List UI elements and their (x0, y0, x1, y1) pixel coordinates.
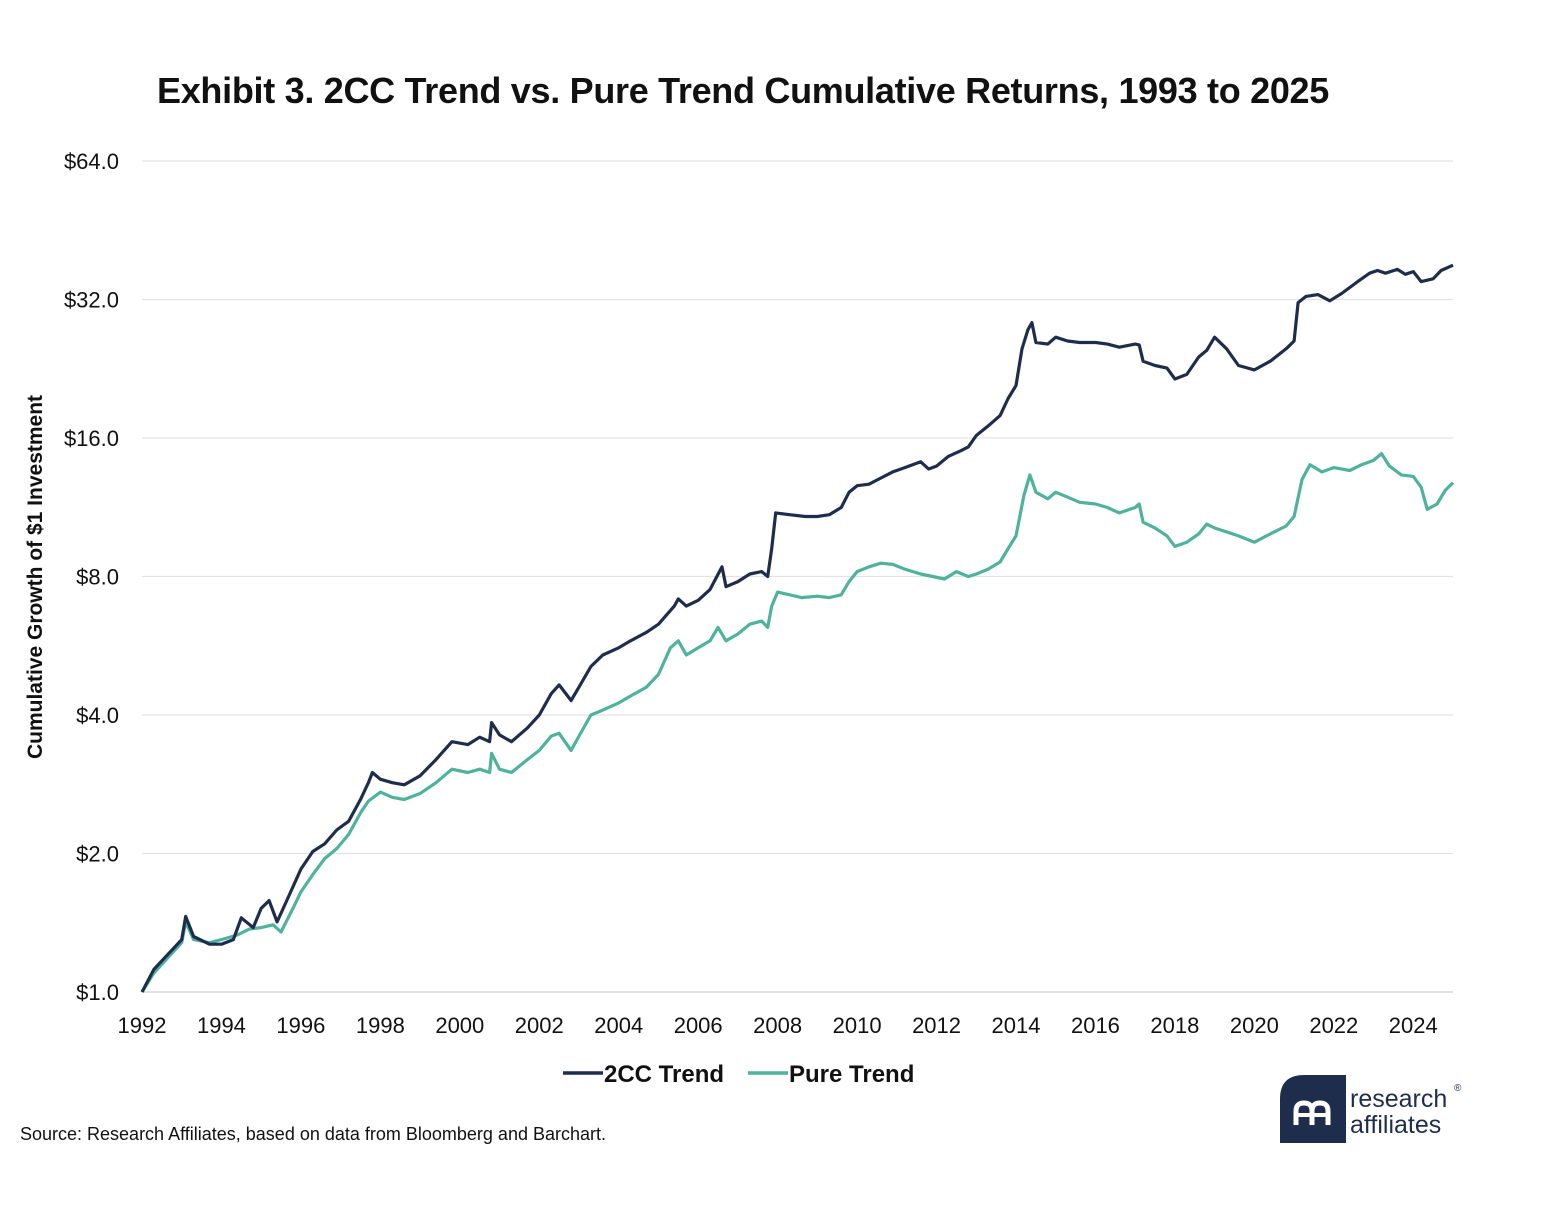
x-tick-label: 1996 (276, 1013, 325, 1038)
y-axis-ticks: $1.0 $2.0 $4.0 $8.0 $16.0 $32.0 $64.0 (64, 149, 119, 1005)
x-tick-label: 2006 (674, 1013, 723, 1038)
logo-registered-mark: ® (1454, 1083, 1462, 1094)
series-lines (140, 263, 1455, 993)
grid-lines (142, 160, 1453, 993)
research-affiliates-logo: research affiliates ® (1280, 1075, 1480, 1143)
x-tick-label: 2018 (1150, 1013, 1199, 1038)
x-tick-label: 2014 (992, 1013, 1041, 1038)
x-tick-label: 1998 (356, 1013, 405, 1038)
series-line-pure-trend (140, 452, 1455, 993)
y-tick-label: $32.0 (64, 288, 119, 313)
y-tick-label: $1.0 (76, 980, 119, 1005)
logo-word-research: research (1350, 1085, 1448, 1113)
legend-label-pure-trend: Pure Trend (789, 1061, 914, 1088)
x-tick-label: 2004 (594, 1013, 643, 1038)
y-tick-label: $2.0 (76, 842, 119, 867)
legend-label-2cc-trend: 2CC Trend (604, 1061, 724, 1088)
y-tick-label: $4.0 (76, 703, 119, 728)
x-tick-label: 2016 (1071, 1013, 1120, 1038)
y-tick-label: $64.0 (64, 149, 119, 174)
x-tick-label: 2024 (1389, 1013, 1438, 1038)
x-tick-label: 2022 (1309, 1013, 1358, 1038)
x-tick-label: 2012 (912, 1013, 961, 1038)
legend: 2CC Trend Pure Trend (563, 1061, 914, 1088)
x-tick-label: 2002 (515, 1013, 564, 1038)
y-tick-label: $8.0 (76, 565, 119, 590)
source-note: Source: Research Affiliates, based on da… (20, 1124, 606, 1144)
x-axis-ticks: 1992 1994 1996 1998 2000 2002 2004 2006 2008 2010… (118, 1013, 1438, 1038)
series-line-2cc-trend (140, 263, 1454, 993)
x-tick-label: 2008 (753, 1013, 802, 1038)
y-axis-label: Cumulative Growth of $1 Investment (24, 395, 47, 759)
y-tick-label: $16.0 (64, 426, 119, 451)
x-tick-label: 2020 (1230, 1013, 1279, 1038)
logo-mark-icon (1280, 1075, 1346, 1143)
x-tick-label: 2000 (435, 1013, 484, 1038)
x-tick-label: 1994 (197, 1013, 246, 1038)
chart-title: Exhibit 3. 2CC Trend vs. Pure Trend Cumu… (157, 70, 1329, 111)
x-tick-label: 2010 (833, 1013, 882, 1038)
x-tick-label: 1992 (118, 1013, 167, 1038)
logo-word-affiliates: affiliates (1350, 1111, 1442, 1139)
